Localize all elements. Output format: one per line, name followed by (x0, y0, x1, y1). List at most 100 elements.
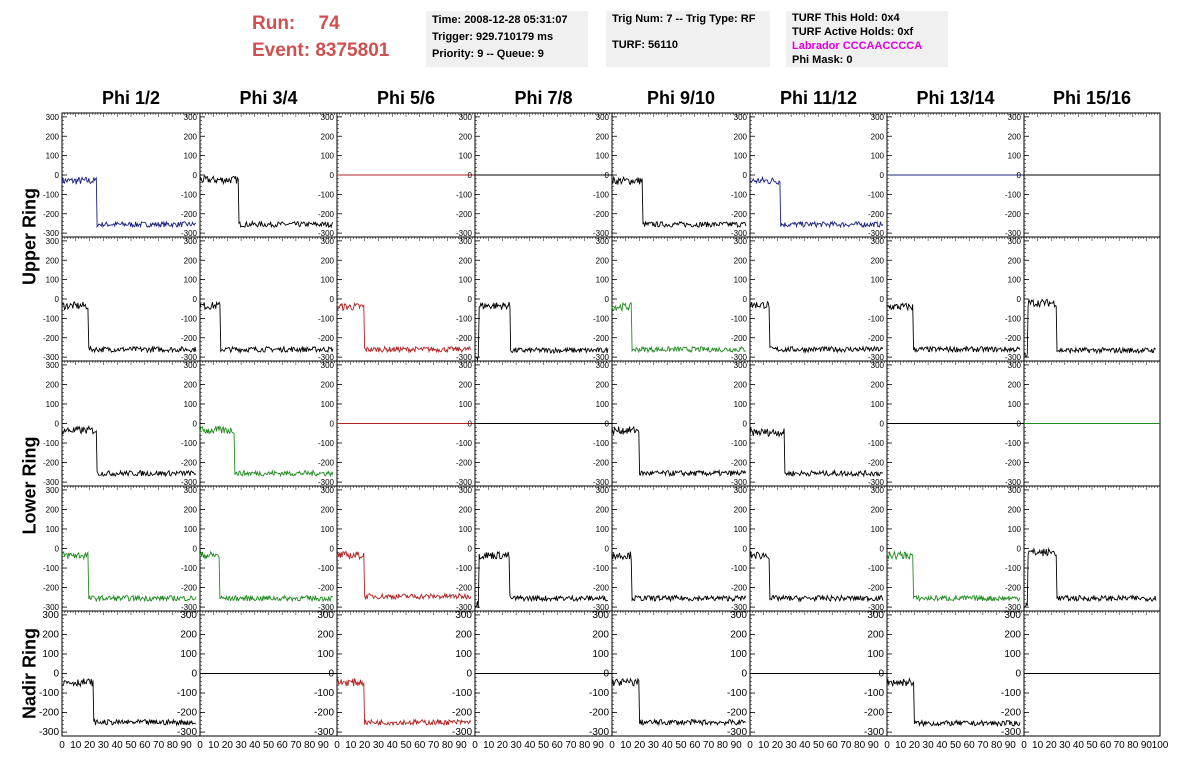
y-tick-label: -200 (593, 210, 610, 219)
waveform-trace (886, 677, 1021, 728)
panel-frame (749, 360, 888, 487)
y-tick-label: -200 (864, 708, 884, 719)
y-tick-label: 100 (46, 525, 60, 534)
panel-frame (611, 485, 751, 612)
y-tick-label: 300 (1008, 237, 1022, 246)
panel: 300 200 100 0 -100 -200 -300 (181, 236, 338, 362)
y-tick-label: 0 (468, 295, 473, 304)
x-tick-label: 30 (98, 740, 110, 751)
y-tick-label: 0 (1017, 420, 1022, 429)
column-header: Phi 5/6 (376, 88, 436, 108)
y-tick-label: -200 (177, 708, 197, 719)
waveform-trace (611, 551, 747, 603)
panel-frame (474, 485, 613, 612)
y-tick-label: 100 (180, 649, 197, 660)
y-tick-label: 0 (193, 295, 198, 304)
run-event-box: Run: 74 Event: 8375801 (252, 10, 422, 64)
y-tick-label: -200 (731, 210, 748, 219)
y-tick-label: 300 (46, 237, 60, 246)
y-tick-label: 200 (871, 380, 885, 389)
y-tick-label: -100 (731, 190, 748, 199)
x-tick-label: 60 (964, 740, 976, 751)
column-header: Phi 11/12 (779, 88, 858, 108)
panel: 300 200 100 0 -100 -200 -300 (43, 112, 201, 238)
y-tick-label: 0 (55, 420, 60, 429)
panel-frame (336, 236, 476, 362)
column-header: Phi 15/16 (1052, 88, 1132, 108)
panel-frame (611, 360, 751, 487)
panel: 300 200 100 0 -100 -200 -300 (318, 360, 476, 487)
y-tick-label: -200 (43, 334, 60, 343)
y-tick-label: 0 (468, 171, 473, 180)
panel: 300 200 100 0 -100 -200 -300 (868, 236, 1025, 362)
x-tick-label: 70 (290, 740, 302, 751)
panel: 300 200 100 0 -100 -200 -300 (868, 360, 1025, 487)
y-tick-label: -100 (868, 564, 885, 573)
y-tick-label: 0 (743, 295, 748, 304)
x-tick-label: 40 (524, 740, 536, 751)
waveform-trace (337, 678, 472, 727)
x-tick-label: 0 (334, 740, 340, 751)
y-tick-label: -100 (868, 439, 885, 448)
y-tick-label: 0 (55, 295, 60, 304)
waveform-trace (336, 301, 472, 354)
y-tick-label: -300 (318, 353, 335, 362)
y-tick-label: -200 (43, 210, 60, 219)
y-tick-label: 300 (734, 361, 748, 370)
trig-num-text: Trig Num: 7 -- Trig Type: RF (612, 13, 756, 25)
y-tick-label: 300 (46, 113, 60, 122)
y-tick-label: -300 (39, 727, 59, 738)
y-tick-label: -100 (177, 688, 197, 699)
x-tick-label: 60 (1100, 740, 1112, 751)
y-tick-label: -200 (456, 584, 473, 593)
x-tick-label: 50 (813, 740, 825, 751)
y-tick-label: 100 (321, 525, 335, 534)
x-tick-label: 60 (414, 740, 426, 751)
y-tick-label: -300 (593, 353, 610, 362)
waveform-trace (749, 175, 884, 229)
y-tick-label: 200 (317, 629, 334, 640)
panel: 300 200 100 0 -100 -200 -300 (43, 236, 201, 362)
x-tick-label: 80 (304, 740, 316, 751)
waveform-trace (749, 426, 884, 478)
panel-frame (611, 112, 751, 238)
x-tick-label: 50 (400, 740, 412, 751)
y-tick-label: 200 (180, 629, 197, 640)
x-tick-label: 70 (565, 740, 577, 751)
y-tick-label: 200 (46, 505, 60, 514)
y-tick-label: -300 (868, 478, 885, 487)
panel: 300 200 100 0 -100 -200 -300 (452, 610, 613, 738)
x-tick-label: 10 (483, 740, 495, 751)
y-tick-label: 200 (871, 132, 885, 141)
y-tick-label: 300 (184, 113, 198, 122)
y-tick-label: -100 (1001, 688, 1021, 699)
panel: 300 200 100 0 -100 -200 -300 (1005, 360, 1161, 487)
y-tick-label: 0 (743, 420, 748, 429)
y-tick-label: 200 (596, 505, 610, 514)
y-tick-label: 300 (871, 486, 885, 495)
waveform-trace (61, 176, 197, 229)
panel: 300 200 100 0 -100 -200 -300 (868, 112, 1025, 238)
x-tick-label: 0 (59, 740, 65, 751)
y-tick-label: 200 (184, 256, 198, 265)
y-tick-label: 100 (42, 649, 59, 660)
y-tick-label: 300 (459, 486, 473, 495)
waveform-trace (199, 175, 334, 229)
panel-frame (336, 485, 476, 612)
y-tick-label: 0 (1017, 295, 1022, 304)
y-tick-label: 100 (1008, 400, 1022, 409)
y-tick-label: 100 (592, 649, 609, 660)
y-tick-label: -300 (731, 229, 748, 238)
y-tick-label: 0 (1015, 669, 1021, 680)
y-tick-label: -300 (318, 229, 335, 238)
y-tick-label: -200 (181, 210, 198, 219)
y-tick-label: 100 (184, 276, 198, 285)
y-tick-label: -100 (318, 439, 335, 448)
y-tick-label: -100 (731, 564, 748, 573)
x-tick-label: 60 (689, 740, 701, 751)
y-tick-label: -200 (456, 334, 473, 343)
x-tick-label: 80 (579, 740, 591, 751)
x-tick-label: 30 (786, 740, 798, 751)
y-tick-label: 0 (880, 545, 885, 554)
y-tick-label: -300 (1005, 229, 1022, 238)
